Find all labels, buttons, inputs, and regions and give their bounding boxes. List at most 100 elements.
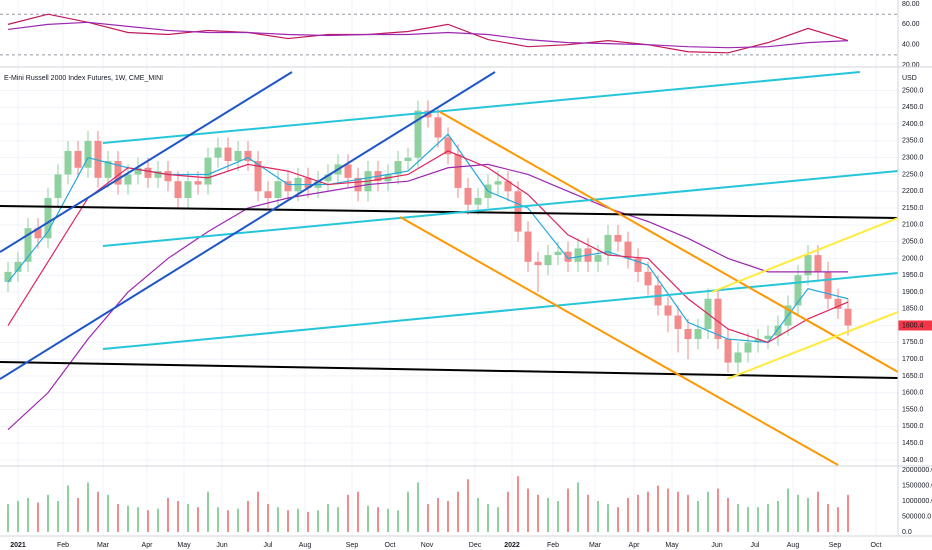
candle-body bbox=[744, 342, 752, 353]
volume-bar bbox=[367, 505, 369, 532]
chart-title: E-Mini Russell 2000 Index Futures, 1W, C… bbox=[4, 75, 163, 82]
volume-bar bbox=[27, 497, 29, 532]
volume-bar bbox=[647, 491, 649, 532]
trendline bbox=[0, 71, 293, 253]
volume-bar bbox=[217, 507, 219, 532]
volume-bar bbox=[507, 491, 509, 532]
volume-bar bbox=[487, 504, 489, 532]
x-tick-label: Nov bbox=[421, 542, 434, 549]
candle-body bbox=[624, 241, 632, 259]
volume-bar bbox=[227, 510, 229, 532]
y-tick-label: 2300.0 bbox=[902, 155, 924, 162]
candle-body bbox=[734, 352, 742, 363]
x-tick-label: Mar bbox=[589, 542, 602, 549]
candle-body bbox=[264, 191, 272, 198]
candle-body bbox=[344, 164, 352, 178]
x-tick-label: Feb bbox=[547, 542, 559, 549]
trendlines bbox=[0, 71, 899, 466]
x-tick-label: Apr bbox=[629, 542, 641, 549]
candle-body bbox=[284, 181, 292, 192]
volume-bar bbox=[187, 504, 189, 532]
y-tick-label: 1600.0 bbox=[902, 390, 924, 397]
candle-body bbox=[694, 328, 702, 340]
candle-body bbox=[64, 150, 72, 175]
volume-bar bbox=[247, 501, 249, 532]
candle-body bbox=[534, 261, 542, 266]
candle-body bbox=[114, 161, 122, 185]
volume-bar bbox=[237, 508, 239, 532]
volume-bar bbox=[477, 497, 479, 532]
volume-bar bbox=[497, 507, 499, 532]
volume-bar bbox=[197, 507, 199, 532]
rsi-tick-label: 20.00 bbox=[902, 62, 920, 69]
candle-body bbox=[674, 315, 682, 329]
volume-bar bbox=[547, 497, 549, 532]
x-tick-label: Mar bbox=[97, 542, 110, 549]
candle-body bbox=[404, 157, 412, 162]
candle-body bbox=[144, 167, 152, 178]
y-tick-label: 2150.0 bbox=[902, 205, 924, 212]
volume-bar bbox=[137, 507, 139, 532]
volume-bar bbox=[287, 510, 289, 532]
volume-bar bbox=[837, 507, 839, 532]
volume-bar bbox=[157, 508, 159, 532]
last-price-tag bbox=[898, 320, 932, 331]
y-tick-label: 2050.0 bbox=[902, 238, 924, 245]
y-tick-label: 1650.0 bbox=[902, 373, 924, 380]
volume-bar bbox=[757, 507, 759, 532]
indicator-line bbox=[7, 21, 849, 49]
candle-body bbox=[454, 154, 462, 188]
volume-bar bbox=[177, 501, 179, 532]
candle-body bbox=[604, 234, 612, 256]
y-tick-label: 2200.0 bbox=[902, 188, 924, 195]
trendline bbox=[726, 311, 899, 380]
x-tick-label: May bbox=[665, 542, 679, 549]
candles bbox=[4, 100, 852, 431]
volume-bar bbox=[107, 494, 109, 532]
trendline bbox=[439, 111, 899, 373]
volume-bar bbox=[297, 508, 299, 532]
y-tick-label: 1900.0 bbox=[902, 289, 924, 296]
indicator-line bbox=[7, 13, 849, 54]
volume-bar bbox=[807, 497, 809, 532]
volume-bar bbox=[597, 501, 599, 532]
candle-body bbox=[434, 117, 442, 138]
x-tick-label: 2022 bbox=[504, 542, 520, 549]
y-tick-label: 1450.0 bbox=[902, 440, 924, 447]
volume-bar bbox=[357, 491, 359, 532]
x-tick-label: Sep bbox=[829, 542, 842, 549]
candle-body bbox=[834, 298, 842, 309]
candle-body bbox=[824, 271, 832, 299]
y-tick-label: 2100.0 bbox=[902, 222, 924, 229]
trendline bbox=[711, 217, 899, 293]
y-tick-label: 2450.0 bbox=[902, 104, 924, 111]
x-tick-label: Jul bbox=[751, 542, 760, 549]
x-tick-label: Oct bbox=[385, 542, 396, 549]
rsi-tick-label: 40.00 bbox=[902, 42, 920, 49]
volume-bar bbox=[787, 488, 789, 532]
candle-body bbox=[614, 234, 622, 242]
volume-bar bbox=[307, 511, 309, 532]
candle-body bbox=[814, 255, 822, 272]
volume-bar bbox=[697, 501, 699, 532]
x-tick-label: Dec bbox=[469, 542, 482, 549]
candle-body bbox=[464, 187, 472, 205]
volume-bar bbox=[447, 501, 449, 532]
y-tick-label: 1500.0 bbox=[902, 423, 924, 430]
candle-body bbox=[84, 140, 92, 168]
candle-body bbox=[104, 161, 112, 178]
volume-bar bbox=[397, 510, 399, 532]
candle-body bbox=[514, 191, 522, 232]
volume-bar bbox=[127, 505, 129, 532]
volume-bar bbox=[667, 488, 669, 532]
rsi-tick-label: 60.00 bbox=[902, 21, 920, 28]
candle-body bbox=[274, 181, 282, 198]
candle-body bbox=[234, 150, 242, 162]
volume-bar bbox=[117, 504, 119, 532]
volume-bar bbox=[717, 488, 719, 532]
volume-tick-label: 2000000.0 bbox=[902, 467, 932, 474]
volume-bar bbox=[577, 482, 579, 532]
trendline bbox=[0, 361, 899, 379]
candle-body bbox=[24, 228, 32, 262]
